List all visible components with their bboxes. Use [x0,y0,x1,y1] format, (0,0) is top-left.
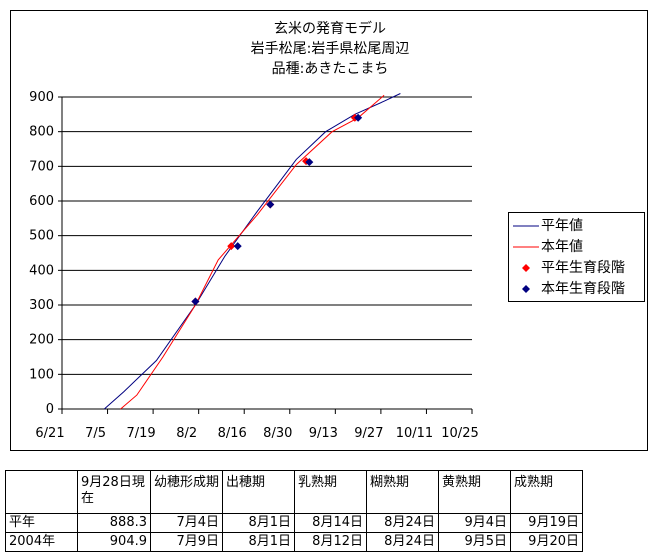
series-marker [233,242,242,251]
x-tick-label: 7/5 [85,426,106,441]
y-tick-label: 300 [29,298,54,313]
table-cell: 7月9日 [150,532,223,552]
table-header-cell: 出穂期 [222,470,295,514]
y-tick-label: 100 [29,367,54,382]
table-cell: 8月14日 [294,513,367,533]
y-tick-label: 800 [29,125,54,140]
y-tick-label: 700 [29,159,54,174]
stage-table: 9月28日現在 幼穂形成期 出穂期 乳熟期 糊熟期 黄熟期 成熟期 平年 888… [5,470,583,552]
series-marker [354,113,363,122]
legend-label: 平年値 [541,218,583,234]
table-header-row: 9月28日現在 幼穂形成期 出穂期 乳熟期 糊熟期 黄熟期 成熟期 [5,470,583,514]
x-tick-label: 8/30 [263,426,292,441]
table-header-cell: 黄熟期 [438,470,511,514]
x-tick-label: 7/19 [127,426,156,441]
x-tick-label: 10/25 [441,426,478,441]
table-header-cell: 幼穂形成期 [150,470,223,514]
legend-line-navy [513,225,539,227]
y-tick-label: 900 [29,90,54,105]
chart-svg: 0 100 200 300 400 500 600 700 800 900 6/21 7/5 7/19 8… [29,90,479,441]
legend-line-red [513,246,539,248]
legend-item-normal-stage: 平年生育段階 [509,259,644,277]
table-cell: 904.9 [77,532,151,552]
table-header-cell: 乳熟期 [294,470,367,514]
legend-label: 平年生育段階 [541,260,625,276]
table-cell: 888.3 [77,513,151,533]
table-header-cell: 糊熟期 [366,470,439,514]
x-tick-label: 9/13 [309,426,338,441]
y-tick-label: 0 [46,402,54,417]
table-cell: 9月5日 [438,532,511,552]
x-tick-label: 6/21 [35,426,64,441]
x-tick-label: 9/27 [354,426,383,441]
legend: 平年値 本年値 平年生育段階 本年生育段階 [508,212,645,302]
chart-title-line-1: 玄米の発育モデル [274,21,386,37]
series-marker [266,200,275,209]
table-row: 平年 888.3 7月4日 8月1日 8月14日 8月24日 9月4日 9月19… [5,513,583,533]
chart-title-line-2: 岩手松尾:岩手県松尾周辺 [250,41,410,57]
x-tick-label: 10/11 [396,426,433,441]
x-tick-label: 8/16 [218,426,247,441]
legend-item-normal-line: 平年値 [509,217,644,235]
table-cell: 9月20日 [510,532,583,552]
table-cell: 8月12日 [294,532,367,552]
chart-title-line-3: 品種:あきたこまち [271,61,389,77]
table-cell: 9月4日 [438,513,511,533]
legend-diamond-red [522,264,530,272]
table-row-label: 平年 [5,513,78,533]
legend-label: 本年生育段階 [541,281,625,297]
series-line [103,93,401,410]
y-tick-label: 400 [29,263,54,278]
legend-diamond-navy [522,285,530,293]
y-tick-label: 200 [29,333,54,348]
table-cell: 8月24日 [366,513,439,533]
table-row-label: 2004年 [5,532,78,552]
series-marker [305,158,314,167]
table-cell: 9月19日 [510,513,583,533]
table-row: 2004年 904.9 7月9日 8月1日 8月12日 8月24日 9月5日 9… [5,532,583,552]
table-header-cell: 9月28日現在 [77,470,151,514]
y-tick-label: 500 [29,229,54,244]
table-cell: 7月4日 [150,513,223,533]
series-line [120,94,385,410]
legend-label: 本年値 [541,239,583,255]
table-header-cell [5,470,78,514]
table-cell: 8月24日 [366,532,439,552]
table-cell: 8月1日 [222,513,295,533]
series-marker [227,242,236,251]
table-cell: 8月1日 [222,532,295,552]
legend-item-current-stage: 本年生育段階 [509,280,644,298]
legend-item-current-line: 本年値 [509,238,644,256]
table-header-cell: 成熟期 [510,470,583,514]
x-tick-label: 8/2 [176,426,197,441]
series-marker [191,297,200,306]
y-tick-label: 600 [29,194,54,209]
